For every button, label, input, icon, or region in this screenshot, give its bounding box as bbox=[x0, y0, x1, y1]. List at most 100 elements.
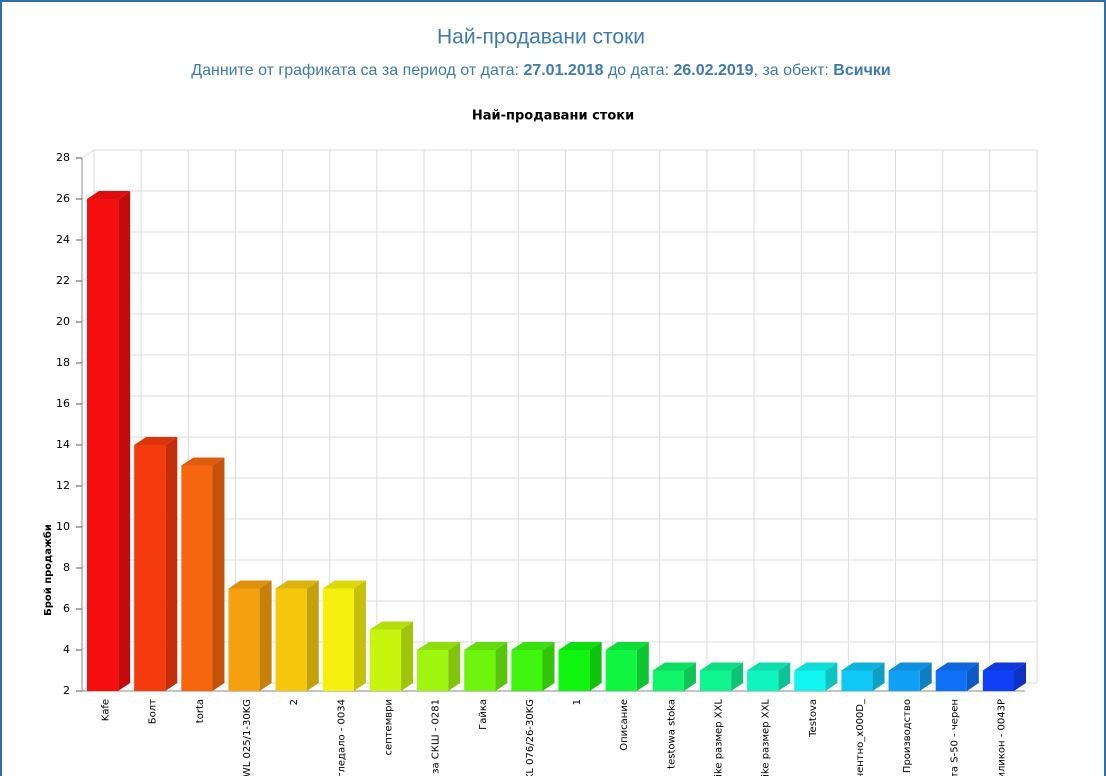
bar-front bbox=[511, 650, 543, 691]
bar-front bbox=[322, 588, 354, 691]
grid-line-diag bbox=[81, 190, 95, 200]
bar-top bbox=[464, 642, 508, 650]
x-tick-label: Производство bbox=[902, 699, 913, 773]
page-title: Най-продавани стоки bbox=[437, 26, 645, 49]
y-tick-label: 2 bbox=[63, 684, 70, 697]
x-tick-label: Описание bbox=[619, 699, 630, 751]
bar-side bbox=[495, 642, 508, 691]
bar-top bbox=[369, 621, 414, 630]
x-tick-label: Болт bbox=[148, 699, 159, 724]
bar bbox=[275, 580, 319, 691]
bar-top bbox=[747, 662, 791, 671]
bar bbox=[935, 662, 979, 691]
x-tick-label: Kafe bbox=[101, 699, 112, 721]
bar bbox=[322, 580, 366, 691]
y-tick-label: 18 bbox=[56, 356, 70, 369]
bar-top bbox=[87, 191, 131, 199]
y-tick-label: 10 bbox=[56, 520, 70, 533]
bar-top bbox=[417, 642, 461, 650]
x-tick-label: 2 bbox=[289, 699, 300, 705]
y-tick-label: 4 bbox=[63, 643, 70, 656]
bar-side bbox=[542, 642, 555, 691]
x-tick-label: Testova bbox=[808, 699, 819, 738]
bar-side bbox=[683, 662, 696, 691]
bar bbox=[982, 662, 1026, 691]
bar-front bbox=[982, 670, 1014, 691]
bar-front bbox=[464, 650, 496, 691]
bar-top bbox=[935, 662, 979, 671]
bar-top bbox=[322, 580, 366, 589]
x-tick-label: torta bbox=[195, 699, 206, 723]
bar-front bbox=[275, 588, 307, 691]
bar-top bbox=[181, 457, 225, 466]
y-tick-label: 8 bbox=[63, 561, 70, 574]
subtitle-date: 26.02.2019 bbox=[673, 62, 753, 79]
bar bbox=[134, 437, 178, 691]
bar bbox=[558, 642, 602, 691]
bar-top bbox=[228, 580, 272, 589]
bar-top bbox=[982, 662, 1026, 671]
bar-front bbox=[87, 199, 119, 691]
bar bbox=[794, 662, 838, 691]
bar bbox=[369, 621, 414, 691]
bar-front bbox=[181, 465, 213, 691]
bar-side bbox=[919, 662, 932, 691]
bar-front bbox=[747, 670, 779, 691]
bar-side bbox=[778, 662, 791, 691]
bar-side bbox=[448, 642, 461, 691]
x-tick-label: Nike размер XXL bbox=[761, 699, 772, 776]
chart-title: Най-продавани стоки bbox=[472, 109, 634, 124]
bar-front bbox=[369, 629, 402, 691]
bar bbox=[699, 662, 744, 691]
bar-top bbox=[652, 662, 696, 671]
bar-front bbox=[841, 670, 873, 691]
bar bbox=[228, 580, 272, 691]
bar-front bbox=[652, 670, 684, 691]
bar-top bbox=[511, 642, 555, 650]
y-tick-label: 20 bbox=[56, 315, 70, 328]
subtitle-date: 27.01.2018 bbox=[523, 62, 603, 79]
grid-line-diag bbox=[81, 149, 95, 159]
bar bbox=[511, 642, 555, 691]
bar-front bbox=[699, 670, 732, 691]
subtitle-text: Данните от графиката са за период от дат… bbox=[191, 62, 523, 79]
x-tick-label: за СКШ - 0281 bbox=[431, 699, 442, 774]
bar bbox=[605, 642, 649, 691]
bar-side bbox=[306, 580, 319, 691]
x-tick-label: септември bbox=[383, 699, 394, 755]
y-tick-label: 22 bbox=[56, 274, 70, 287]
bar-side bbox=[825, 662, 838, 691]
y-tick-label: 12 bbox=[56, 479, 70, 492]
y-axis-label: Брой продажби bbox=[42, 524, 54, 616]
bar bbox=[841, 662, 885, 691]
bar-top bbox=[134, 437, 178, 445]
x-tick-label: KL 076/26-30KG bbox=[525, 699, 536, 776]
bar-top bbox=[605, 642, 649, 650]
subtitle-text: до дата: bbox=[604, 62, 674, 79]
x-tick-label: WL 025/1-30KG bbox=[242, 699, 253, 776]
y-tick-label: 14 bbox=[56, 438, 70, 451]
bar-front bbox=[605, 650, 637, 691]
bar-side bbox=[966, 662, 979, 691]
bar-side bbox=[589, 642, 602, 691]
bar bbox=[417, 642, 461, 691]
bar-top bbox=[888, 662, 932, 671]
bar-top bbox=[558, 642, 602, 650]
bar-side bbox=[118, 191, 131, 691]
bar-side bbox=[165, 437, 178, 691]
bar-side bbox=[636, 642, 649, 691]
bar bbox=[87, 191, 131, 691]
bar-top bbox=[794, 662, 838, 671]
subtitle-object: Всички bbox=[833, 62, 890, 79]
bar bbox=[747, 662, 791, 691]
y-tick-label: 24 bbox=[56, 233, 70, 246]
bar-front bbox=[228, 588, 260, 691]
y-tick-label: 26 bbox=[56, 192, 70, 205]
bar-top bbox=[841, 662, 885, 671]
bar-side bbox=[1014, 662, 1026, 691]
bar-front bbox=[417, 650, 449, 691]
x-tick-label: Nike размер XXL bbox=[714, 699, 725, 776]
x-tick-label: Гайка bbox=[478, 699, 489, 730]
bar bbox=[652, 662, 696, 691]
